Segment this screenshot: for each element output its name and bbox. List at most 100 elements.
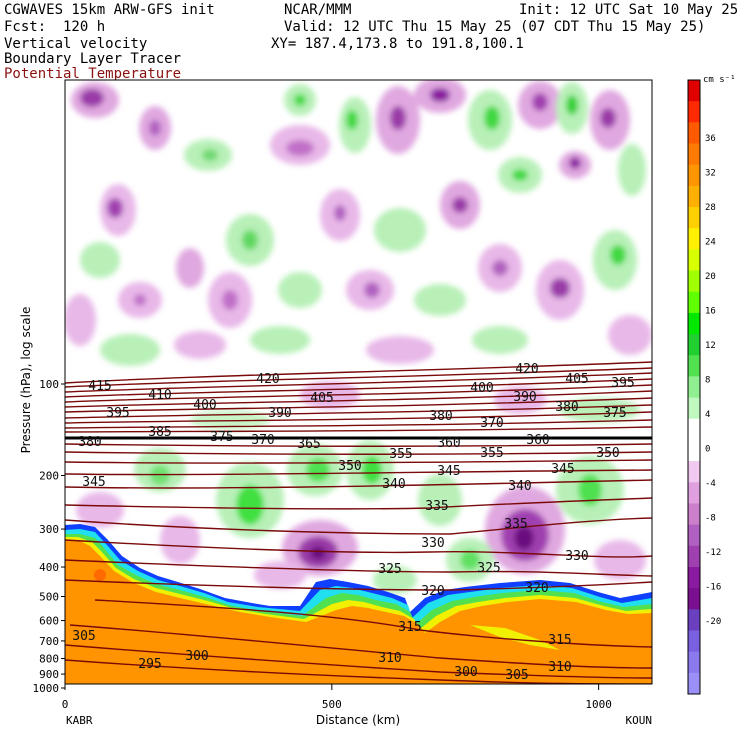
colorbar: cm s⁻¹ 36 32 28 24 20 16 12 8 4 0 -4 -8 -12 -16 -20 xyxy=(687,75,736,695)
theta-label: 340 xyxy=(382,477,405,492)
colorbar-segment xyxy=(688,143,700,166)
field-boundary-layer-tracer: Boundary Layer Tracer xyxy=(4,51,182,67)
theta-label-layer: 420 420 415 410 405 405 400 400 395 395 390 390 385 3… xyxy=(72,362,634,683)
theta-label: 395 xyxy=(611,376,634,391)
theta-label: 390 xyxy=(268,406,291,421)
theta-label: 420 xyxy=(515,362,538,377)
theta-label: 355 xyxy=(480,446,503,461)
y-tick-label: 900 xyxy=(39,668,59,681)
theta-label: 320 xyxy=(421,584,444,599)
theta-label: 405 xyxy=(565,372,588,387)
colorbar-segment xyxy=(688,439,700,462)
theta-label: 345 xyxy=(437,464,460,479)
x-endpoint-left: KABR xyxy=(66,714,93,727)
colorbar-segment xyxy=(688,122,700,145)
theta-label: 390 xyxy=(513,390,536,405)
theta-label: 405 xyxy=(310,391,333,406)
y-tick-label: 200 xyxy=(39,470,59,483)
theta-label: 415 xyxy=(88,379,111,394)
theta-label: 360 xyxy=(526,433,549,448)
theta-label: 375 xyxy=(603,406,626,421)
theta-label: 295 xyxy=(138,657,161,672)
theta-label: 355 xyxy=(389,447,412,462)
field-potential-temperature: Potential Temperature xyxy=(4,66,182,82)
colorbar-label: 4 xyxy=(705,410,710,420)
colorbar-segment xyxy=(688,418,700,441)
theta-label: 375 xyxy=(210,430,233,445)
colorbar-label: 32 xyxy=(705,169,716,179)
colorbar-label: 8 xyxy=(705,376,710,386)
colorbar-segment xyxy=(688,185,700,208)
colorbar-segment xyxy=(688,545,700,568)
theta-label: 360 xyxy=(437,436,460,451)
theta-label: 300 xyxy=(185,649,208,664)
theta-label: 350 xyxy=(596,446,619,461)
y-tick-label: 1000 xyxy=(33,682,60,695)
theta-label: 305 xyxy=(72,629,95,644)
x-endpoint-right: KOUN xyxy=(626,714,653,727)
y-tick-label: 500 xyxy=(39,590,59,603)
y-tick-label: 800 xyxy=(39,653,59,666)
theta-label: 335 xyxy=(504,517,527,532)
colorbar-label: 36 xyxy=(705,134,716,144)
colorbar-segment xyxy=(688,270,700,293)
theta-label: 370 xyxy=(251,433,274,448)
colorbar-unit: cm s⁻¹ xyxy=(703,75,736,85)
colorbar-segment xyxy=(688,291,700,314)
colorbar-segment xyxy=(688,355,700,377)
upper-velocity-field xyxy=(65,80,652,366)
theta-label: 395 xyxy=(106,406,129,421)
theta-label: 385 xyxy=(148,425,171,440)
organization-label: NCAR/MMM xyxy=(284,2,352,18)
theta-label: 400 xyxy=(470,381,493,396)
colorbar-segment xyxy=(688,630,700,653)
colorbar-segment xyxy=(688,566,700,589)
plot-frame xyxy=(64,79,653,685)
colorbar-segment xyxy=(688,164,700,187)
x-tick-label: 0 xyxy=(62,698,69,711)
theta-label: 410 xyxy=(148,388,171,403)
theta-label: 380 xyxy=(78,435,101,450)
x-tick-label: 1000 xyxy=(585,698,612,711)
theta-label: 325 xyxy=(378,562,401,577)
theta-label: 340 xyxy=(508,479,531,494)
y-tick-label: 300 xyxy=(39,523,59,536)
colorbar-frame xyxy=(687,79,701,695)
colorbar-segment xyxy=(688,503,700,526)
theta-label: 310 xyxy=(378,651,401,666)
y-tick-label: 400 xyxy=(39,561,59,574)
valid-time: Valid: 12 UTC Thu 15 May 25 (07 CDT Thu … xyxy=(284,19,706,35)
colorbar-segment xyxy=(688,588,700,610)
colorbar-label: -8 xyxy=(705,514,716,524)
colorbar-label: 16 xyxy=(705,307,716,317)
y-tick-label: 700 xyxy=(39,635,59,648)
colorbar-segment xyxy=(688,651,700,674)
colorbar-label: -12 xyxy=(705,548,721,558)
colorbar-segment xyxy=(688,609,700,631)
colorbar-segment xyxy=(688,672,700,695)
theta-label: 315 xyxy=(398,620,421,635)
theta-label: 420 xyxy=(256,372,279,387)
model-title: CGWAVES 15km ARW-GFS init xyxy=(4,2,215,18)
colorbar-segment xyxy=(688,312,700,335)
theta-label: 325 xyxy=(477,561,500,576)
colorbar-segment xyxy=(688,207,700,229)
theta-label: 350 xyxy=(338,459,361,474)
theta-label: 400 xyxy=(193,398,216,413)
theta-label: 300 xyxy=(454,665,477,680)
colorbar-segment xyxy=(688,101,700,123)
boundary-layer-tracer-orange xyxy=(65,540,652,684)
theta-label: 305 xyxy=(505,668,528,683)
mid-velocity-field xyxy=(76,381,646,594)
theta-label: 365 xyxy=(297,437,320,452)
theta-label: 370 xyxy=(480,416,503,431)
theta-label: 320 xyxy=(525,581,548,596)
init-time: Init: 12 UTC Sat 10 May 25 xyxy=(519,2,739,18)
theta-label: 345 xyxy=(82,475,105,490)
x-tick-label: 500 xyxy=(322,698,342,711)
theta-label: 315 xyxy=(548,633,571,648)
theta-label: 330 xyxy=(565,549,588,564)
theta-label: 380 xyxy=(429,409,452,424)
